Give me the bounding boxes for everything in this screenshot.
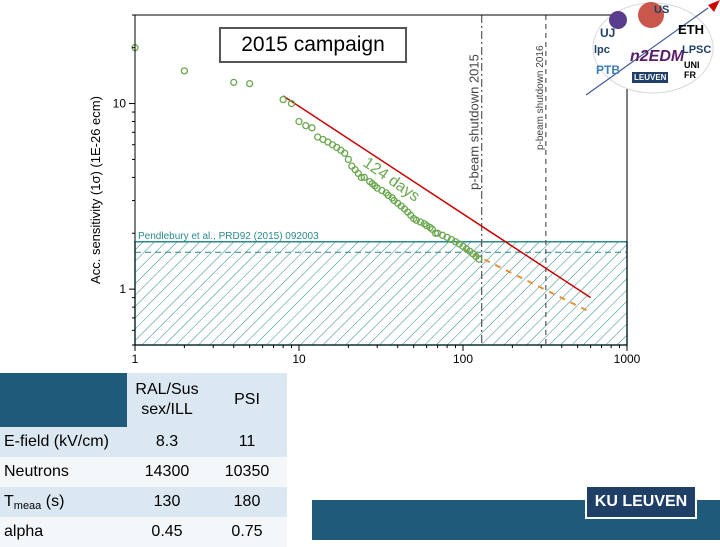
table-row: Neutrons 14300 10350: [0, 457, 287, 487]
sensitivity-chart: Pendlebury et al., PRD92 (2015) 092003 p-…: [88, 14, 641, 366]
x-tick-label: 10: [292, 352, 306, 366]
x-tick-label: 1: [132, 352, 139, 366]
data-point: [302, 122, 310, 130]
data-point: [360, 173, 368, 182]
nedm-logo: n2EDM: [630, 48, 685, 65]
data-point: [357, 173, 366, 182]
data-point: [279, 95, 287, 104]
data-point: [412, 216, 421, 224]
leuven-logo: LEUVEN: [632, 72, 669, 83]
parameters-table: RAL/Sus sex/ILL PSI E-field (kV/cm) 8.3 …: [0, 373, 287, 547]
seal-icon: [609, 11, 627, 29]
data-point: [416, 218, 425, 226]
band-label: Pendlebury et al., PRD92 (2015) 092003: [138, 231, 319, 242]
lpc-logo: lpc: [594, 44, 610, 56]
data-point: [341, 149, 349, 157]
logo-cluster: US ETH UJ lpc n2EDM LPSC PTB UNI FR LEUV…: [578, 0, 720, 104]
logos-background: [585, 0, 720, 96]
shutdown-label: p-beam shutdown 2016: [535, 45, 546, 150]
column-header: RAL/Sus sex/ILL: [127, 373, 207, 427]
table-cell: 180: [207, 487, 287, 517]
ku-leuven-logo: KU LEUVEN: [585, 485, 697, 519]
shutdown-label: p-beam shutdown 2015: [467, 54, 482, 190]
ptb-logo: PTB: [596, 63, 620, 77]
y-tick-label: 1: [119, 282, 126, 296]
x-tick-label: 1000: [614, 352, 641, 366]
ethz-logo: ETH: [678, 22, 704, 37]
seal-icon: [638, 2, 664, 28]
table-cell: 130: [127, 487, 207, 517]
row-label-main: T: [4, 492, 14, 510]
data-point: [180, 67, 189, 75]
data-point: [295, 117, 303, 126]
data-point: [422, 221, 431, 230]
table-row: Tmeaa (s) 130 180: [0, 487, 287, 517]
row-label: E-field (kV/cm): [0, 427, 127, 457]
data-point: [230, 78, 238, 87]
table-cell: 0.75: [207, 517, 287, 547]
row-label: Neutrons: [0, 457, 127, 487]
column-header: PSI: [207, 373, 287, 427]
table-cell: 10350: [207, 457, 287, 487]
data-point: [245, 80, 254, 88]
data-point: [287, 99, 296, 108]
data-point: [344, 155, 353, 164]
unifr-logo: UNI FR: [684, 60, 700, 80]
table-row: alpha 0.45 0.75: [0, 517, 287, 547]
table-cell: 8.3: [127, 427, 207, 457]
lpsc-logo: LPSC: [682, 44, 712, 56]
table-header-row: RAL/Sus sex/ILL PSI: [0, 373, 287, 427]
x-tick-label: 100: [453, 352, 473, 366]
data-point: [475, 255, 483, 263]
us-logo: US: [654, 4, 670, 16]
table-cell: 11: [207, 427, 287, 457]
campaign-title-box: 2015 campaign: [219, 27, 407, 63]
row-label: Tmeaa (s): [0, 487, 127, 517]
y-tick-label: 10: [113, 97, 127, 111]
y-axis-label: Acc. sensitivity (1σ) (1E-26 ecm): [88, 96, 103, 284]
arrow-icon: [708, 0, 720, 12]
row-label-rest: (s): [41, 492, 65, 510]
row-label: alpha: [0, 517, 127, 547]
uj-logo: UJ: [600, 26, 616, 40]
table-row: E-field (kV/cm) 8.3 11: [0, 427, 287, 457]
data-point: [308, 124, 316, 132]
table-cell: 0.45: [127, 517, 207, 547]
sensitivity-band: [134, 241, 628, 346]
table-corner: [0, 373, 127, 427]
annotation-label: 124 days: [360, 154, 423, 205]
table-cell: 14300: [127, 457, 207, 487]
fit-line: [282, 95, 592, 299]
row-label-subscript: meaa: [13, 499, 42, 512]
